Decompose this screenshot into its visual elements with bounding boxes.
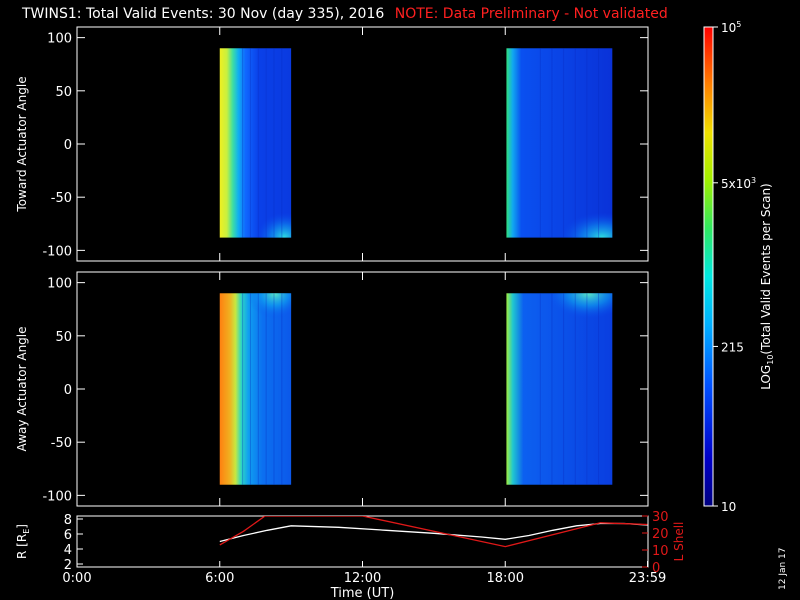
y2-tick-label: 0 — [652, 561, 660, 576]
y-tick-label: 2 — [64, 558, 72, 573]
toward-coverage-glow — [543, 195, 613, 238]
x-tick-label: 12:00 — [344, 571, 381, 586]
y-tick-label: -50 — [51, 191, 72, 206]
y-tick-label: -50 — [51, 436, 72, 451]
y-tick-label: 100 — [47, 277, 72, 292]
chart-title: TWINS1: Total Valid Events: 30 Nov (day … — [22, 6, 668, 22]
colorbar — [704, 27, 713, 506]
r-distance-line — [219, 522, 648, 543]
y-tick-label: 0 — [64, 138, 72, 153]
x-tick-label: 18:00 — [487, 571, 524, 586]
y-tick-label: -100 — [42, 244, 72, 259]
y-tick-label: 8 — [64, 513, 72, 528]
y-tick-label: 0 — [64, 383, 72, 398]
y-tick-label: 6 — [64, 528, 72, 543]
y2-tick-label: 30 — [652, 510, 669, 525]
y-tick-label: -100 — [42, 489, 72, 504]
x-axis-label: Time (UT) — [330, 586, 395, 600]
title-main: TWINS1: Total Valid Events: 30 Nov (day … — [22, 6, 385, 22]
away-coverage-glow — [543, 293, 613, 336]
y-tick-label: 4 — [64, 543, 72, 558]
toward-ylabel: Toward Actuator Angle — [15, 76, 29, 212]
away-ylabel: Away Actuator Angle — [15, 326, 29, 451]
colorbar-tick-label: 215 — [721, 340, 744, 354]
orbit-axes-frame — [76, 515, 649, 568]
l-shell-line — [219, 516, 648, 548]
orbit-y2label: L Shell — [672, 522, 686, 562]
y-tick-label: 50 — [55, 85, 72, 100]
colorbar-tick-label: 5x103 — [721, 176, 756, 191]
title-note: NOTE: Data Preliminary - Not validated — [394, 6, 668, 22]
colorbar-tick-label: 10 — [721, 500, 736, 514]
y-tick-label: 50 — [55, 330, 72, 345]
date-stamp: 12 Jan 17 — [778, 547, 788, 591]
colorbar-frame — [703, 26, 714, 507]
x-tick-label: 6:00 — [205, 571, 234, 586]
colorbar-label: LOG10(Total Valid Events per Scan) — [759, 183, 775, 390]
y2-tick-label: 10 — [652, 544, 669, 559]
y2-tick-label: 20 — [652, 527, 669, 542]
x-tick-label: 23:59 — [629, 571, 666, 586]
colorbar-tick-label: 105 — [721, 20, 741, 35]
toward-coverage-glow — [244, 195, 292, 238]
x-tick-label: 0:00 — [62, 571, 91, 586]
away-coverage-glow — [244, 293, 292, 336]
y-tick-label: 100 — [47, 32, 72, 47]
orbit-ylabel: R [RE] — [15, 524, 31, 559]
